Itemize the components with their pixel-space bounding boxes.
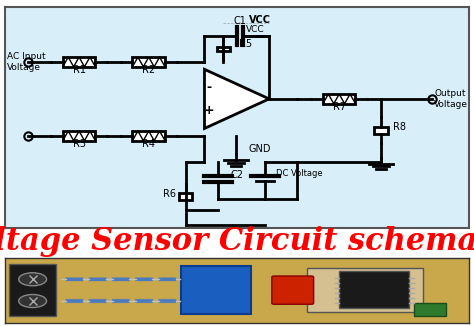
FancyBboxPatch shape [158,299,177,303]
Text: C2: C2 [230,170,243,180]
Text: R2: R2 [142,65,155,75]
Text: R5: R5 [239,39,253,49]
Bar [339,271,409,307]
Bar [307,268,423,312]
Text: +: + [204,104,214,117]
Text: DC Voltage: DC Voltage [276,170,323,178]
FancyBboxPatch shape [158,277,177,281]
Text: Output
Voltage: Output Voltage [434,89,468,109]
Bar [217,47,229,51]
FancyBboxPatch shape [88,299,107,303]
Bar [374,126,388,134]
Bar [181,266,251,314]
Text: AC Input
Voltage: AC Input Voltage [7,52,46,72]
Bar [63,57,95,67]
Bar [323,94,356,104]
Text: R6: R6 [163,189,176,199]
Bar [9,264,56,316]
Text: R7: R7 [333,102,346,112]
Polygon shape [204,69,269,128]
Text: R4: R4 [142,139,155,149]
Circle shape [18,294,46,307]
FancyBboxPatch shape [65,277,84,281]
Text: R3: R3 [73,139,86,149]
Text: VCC: VCC [246,25,265,34]
FancyBboxPatch shape [111,277,130,281]
Circle shape [18,273,46,286]
Text: VCC: VCC [249,15,271,25]
FancyBboxPatch shape [135,299,154,303]
Bar [179,193,192,200]
Bar [63,131,95,141]
Bar [132,57,165,67]
FancyBboxPatch shape [272,276,314,304]
Bar [132,131,165,141]
Bar [413,303,446,316]
Text: R1: R1 [73,65,86,75]
FancyBboxPatch shape [88,277,107,281]
Text: GND: GND [248,144,271,155]
Text: R8: R8 [392,122,406,132]
Text: Voltage Sensor Circuit schematic: Voltage Sensor Circuit schematic [0,226,474,257]
Text: C1: C1 [233,16,246,26]
FancyBboxPatch shape [111,299,130,303]
FancyBboxPatch shape [135,277,154,281]
Text: -: - [207,81,212,94]
FancyBboxPatch shape [65,299,84,303]
